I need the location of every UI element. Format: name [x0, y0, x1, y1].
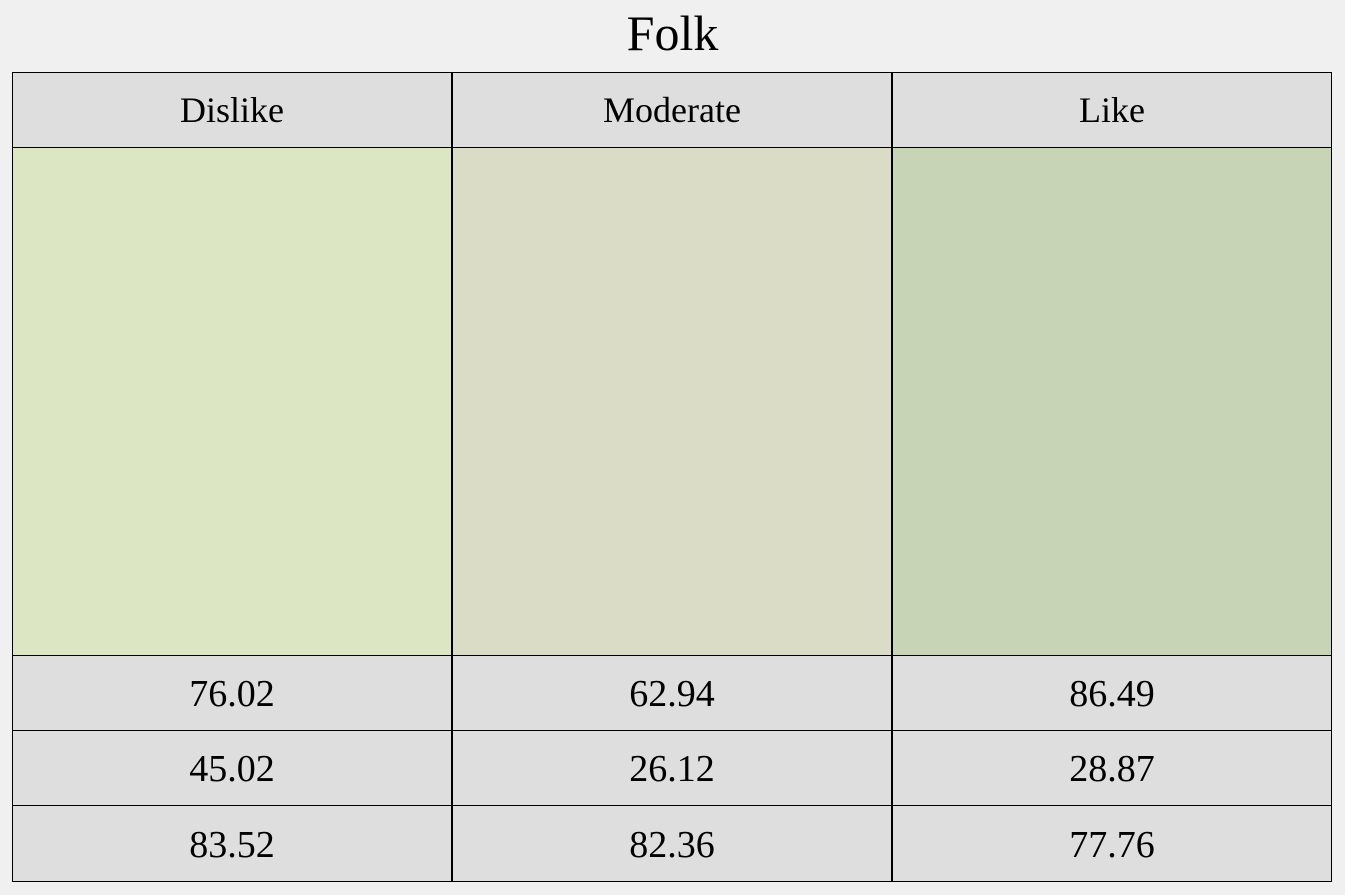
value-cell: 28.87: [893, 731, 1331, 807]
column-like: Like 86.49 28.87 77.76: [893, 73, 1331, 881]
value-cell: 76.02: [13, 656, 451, 732]
value-cell: 77.76: [893, 806, 1331, 881]
value-cell: 45.02: [13, 731, 451, 807]
column-header-dislike[interactable]: Dislike: [13, 73, 451, 148]
column-dislike: Dislike 76.02 45.02 83.52: [13, 73, 453, 881]
preference-table: Dislike 76.02 45.02 83.52 Moderate 62.94…: [12, 72, 1332, 882]
value-cell: 86.49: [893, 656, 1331, 732]
value-cell: 62.94: [453, 656, 891, 732]
color-swatch-dislike[interactable]: [13, 147, 451, 657]
column-header-moderate[interactable]: Moderate: [453, 73, 891, 148]
color-swatch-like[interactable]: [893, 147, 1331, 657]
table-title: Folk: [626, 5, 719, 61]
value-cell: 82.36: [453, 806, 891, 881]
column-header-like[interactable]: Like: [893, 73, 1331, 148]
value-cell: 83.52: [13, 806, 451, 881]
color-swatch-moderate[interactable]: [453, 147, 891, 657]
value-cell: 26.12: [453, 731, 891, 807]
column-moderate: Moderate 62.94 26.12 82.36: [453, 73, 893, 881]
